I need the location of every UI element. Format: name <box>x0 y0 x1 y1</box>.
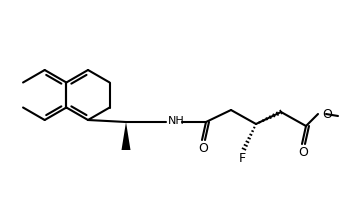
Polygon shape <box>121 122 131 150</box>
Text: O: O <box>298 146 308 158</box>
Text: O: O <box>322 107 332 120</box>
Text: O: O <box>198 142 208 154</box>
Text: NH: NH <box>168 116 185 126</box>
Text: F: F <box>238 153 246 165</box>
